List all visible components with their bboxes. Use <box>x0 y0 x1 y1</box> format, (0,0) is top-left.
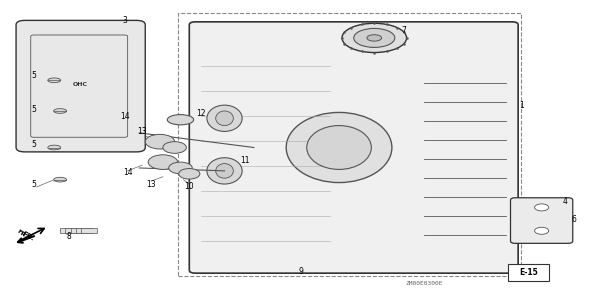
Ellipse shape <box>54 109 67 113</box>
Circle shape <box>535 204 549 211</box>
Text: E-15: E-15 <box>519 268 538 277</box>
Text: ©replacementparts.com: ©replacementparts.com <box>235 142 355 153</box>
Text: FR.: FR. <box>21 231 35 242</box>
Ellipse shape <box>216 163 233 178</box>
Ellipse shape <box>54 177 67 182</box>
Circle shape <box>148 155 178 169</box>
Circle shape <box>169 162 192 174</box>
Bar <box>60 228 81 233</box>
Bar <box>81 228 97 233</box>
Text: 14: 14 <box>120 112 130 121</box>
Ellipse shape <box>367 35 382 41</box>
FancyBboxPatch shape <box>189 22 518 273</box>
Circle shape <box>145 134 175 149</box>
Bar <box>76 228 93 233</box>
Ellipse shape <box>286 112 392 183</box>
Ellipse shape <box>216 111 233 126</box>
Circle shape <box>163 142 186 153</box>
Circle shape <box>535 227 549 234</box>
Text: 4: 4 <box>563 197 568 206</box>
Text: 14: 14 <box>123 168 132 177</box>
Ellipse shape <box>307 126 371 169</box>
Text: OHC: OHC <box>73 82 88 87</box>
Text: ZM00E0300E: ZM00E0300E <box>405 281 443 286</box>
Text: 5: 5 <box>31 180 36 189</box>
Text: 3: 3 <box>122 16 127 25</box>
Text: 13: 13 <box>146 180 156 189</box>
Text: 12: 12 <box>196 109 206 118</box>
Ellipse shape <box>207 105 242 132</box>
Text: 5: 5 <box>31 105 36 114</box>
Ellipse shape <box>207 158 242 184</box>
Ellipse shape <box>48 78 61 83</box>
FancyBboxPatch shape <box>510 198 573 243</box>
Bar <box>65 228 85 233</box>
Text: 8: 8 <box>67 232 71 241</box>
FancyBboxPatch shape <box>507 263 549 281</box>
Text: 13: 13 <box>137 127 147 136</box>
Text: 7: 7 <box>401 26 406 35</box>
Text: 6: 6 <box>572 214 576 224</box>
Ellipse shape <box>48 145 61 150</box>
Text: FR.: FR. <box>16 228 28 239</box>
Text: 5: 5 <box>31 71 36 81</box>
Text: 9: 9 <box>299 267 303 276</box>
Text: 10: 10 <box>185 182 194 191</box>
FancyBboxPatch shape <box>16 20 145 152</box>
Text: 1: 1 <box>519 101 523 110</box>
Circle shape <box>179 168 200 179</box>
Ellipse shape <box>342 23 407 53</box>
Ellipse shape <box>168 115 194 125</box>
Ellipse shape <box>354 28 395 47</box>
Text: 5: 5 <box>31 140 36 149</box>
Text: 11: 11 <box>240 156 250 165</box>
Bar <box>71 228 89 233</box>
